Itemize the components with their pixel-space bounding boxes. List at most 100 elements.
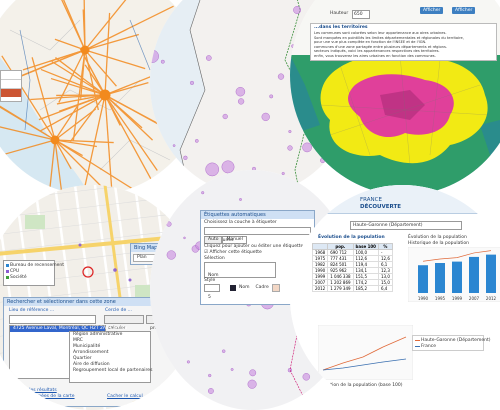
population-line-chart <box>318 325 413 380</box>
population-bubble <box>167 222 172 227</box>
section-subtitle-2: Historique de la population <box>408 241 469 246</box>
population-bubble <box>208 388 213 393</box>
layers-button[interactable] <box>1 89 21 97</box>
header-subtitle: DÉCOUVERTE <box>360 204 401 211</box>
legend-series-1: Haute-Garonne (Département) <box>421 338 490 343</box>
zoom-in-button[interactable] <box>1 71 21 80</box>
table-cell: 6,4 <box>378 286 392 292</box>
option-frame[interactable]: Cadre <box>253 285 272 291</box>
table-header: base 100 <box>353 244 378 250</box>
tick-label: 1995 <box>435 296 446 301</box>
population-bubble <box>184 156 188 160</box>
population-bubble <box>262 113 270 121</box>
population-bubble <box>206 55 211 60</box>
calculate-button[interactable]: calculer <box>104 315 144 324</box>
bar <box>418 265 428 293</box>
top-field[interactable]: 650 <box>352 10 370 19</box>
bar <box>452 262 462 293</box>
checkbox-icon[interactable]: ☑ <box>204 250 208 255</box>
zoom-out-button[interactable] <box>1 80 21 89</box>
population-bubble <box>150 192 155 197</box>
population-bubble <box>195 139 198 142</box>
legend-item: Bureau de recensement <box>10 263 64 268</box>
legend-series-2: France <box>421 344 436 349</box>
legend-panel: Bureau de recensement CPU Société <box>3 260 55 286</box>
population-bubble <box>223 114 228 119</box>
territory-option[interactable]: Regroupement local de partenaires <box>70 368 150 374</box>
population-bubble <box>248 380 257 389</box>
population-bubble <box>222 350 225 353</box>
font-size-value: 5 <box>205 295 214 300</box>
population-bubble <box>236 87 245 96</box>
population-bubble <box>164 216 167 219</box>
legend-item: CPU <box>10 269 19 274</box>
map-left-toolbar <box>0 70 22 102</box>
view-map-data-link[interactable]: Voir les données de la carte <box>9 394 78 400</box>
population-bubble <box>173 145 175 147</box>
tick-label: 1999 <box>452 296 463 301</box>
page-header: FRANCE DÉCOUVERTE <box>290 185 500 214</box>
legend-line-icon <box>415 346 420 347</box>
circle-label: Cercle de ... <box>102 308 135 314</box>
population-bar-chart: 1990 1995 1999 2007 2012 <box>408 247 500 302</box>
bottom-right-stats-page: FRANCE DÉCOUVERTE Haute-Garonne (Départe… <box>290 185 500 410</box>
show-button-2[interactable]: Afficher <box>452 7 475 14</box>
population-bubble <box>201 191 204 194</box>
top-right-urban-map[interactable]: Hauteur 650 Afficher Afficher ...dans le… <box>290 0 500 195</box>
option-name[interactable]: Nom <box>236 285 253 291</box>
info-box: ...dans les territoires Les communes son… <box>310 23 497 61</box>
show-label-text: Afficher cette étiquette <box>209 250 261 255</box>
tab-manual[interactable]: Manuel <box>222 236 246 244</box>
population-bubble <box>184 237 186 239</box>
reference-label: Lieu de référence ... <box>6 308 57 314</box>
line-chart-legend: Haute-Garonne (Département) France <box>412 335 484 351</box>
population-bubble <box>170 388 182 400</box>
population-bubble <box>187 361 190 364</box>
population-bubble <box>161 60 164 63</box>
show-button-1[interactable]: Afficher <box>420 7 443 14</box>
tab-auto[interactable]: Auto <box>204 236 222 244</box>
population-bubble <box>158 187 173 202</box>
address-input[interactable]: 4725 av Laval Montréal <box>9 315 96 324</box>
legend-swatch-icon <box>6 264 9 267</box>
tick-label: 1990 <box>418 296 429 301</box>
legend-swatch-icon <box>6 276 9 279</box>
population-bubble <box>250 370 256 376</box>
tick-label: 2012 <box>486 296 497 301</box>
bar <box>469 257 479 293</box>
frame-swatch-icon[interactable] <box>272 284 280 292</box>
population-bubble <box>167 251 176 260</box>
info-caption: ...dans les territoires <box>314 25 368 30</box>
population-bubble <box>208 374 211 377</box>
region-selector[interactable]: Haute-Garonne (Département) <box>350 221 462 230</box>
selection-box[interactable]: Nom <box>204 262 276 278</box>
table-cell: 1 279 349 <box>328 286 353 292</box>
section-title-1: Évolution de la population <box>318 235 385 240</box>
section-title-2: Évolution de la population <box>408 235 467 240</box>
info-line: enfin, vous trouverez les aires urbaines… <box>314 54 436 58</box>
population-bubble <box>239 198 241 200</box>
population-bubble <box>231 368 233 370</box>
hide-calc-link[interactable]: Cacher le calcul <box>104 394 146 400</box>
table-cell: 1 046 338 <box>328 274 353 280</box>
legend-swatch-icon <box>6 270 9 273</box>
bar <box>486 255 496 293</box>
table-cell: 1 202 869 <box>328 280 353 286</box>
legend-line-icon <box>415 340 420 341</box>
top-field-label: Hauteur <box>330 11 348 16</box>
table-cell: 2012 <box>313 286 328 292</box>
region-value: Haute-Garonne (Département) <box>353 223 422 228</box>
population-bubble <box>310 175 315 180</box>
line-chart-caption: Évolution de la population (base 100) <box>318 383 403 388</box>
population-bubble <box>278 74 284 80</box>
header-title: FRANCE <box>360 197 382 204</box>
legend-item: Société <box>10 275 27 280</box>
font-size-field[interactable]: 5 <box>204 284 220 292</box>
tick-label: 2007 <box>469 296 480 301</box>
bar <box>435 263 445 293</box>
population-bubble <box>190 81 194 85</box>
population-bubble <box>270 95 273 98</box>
